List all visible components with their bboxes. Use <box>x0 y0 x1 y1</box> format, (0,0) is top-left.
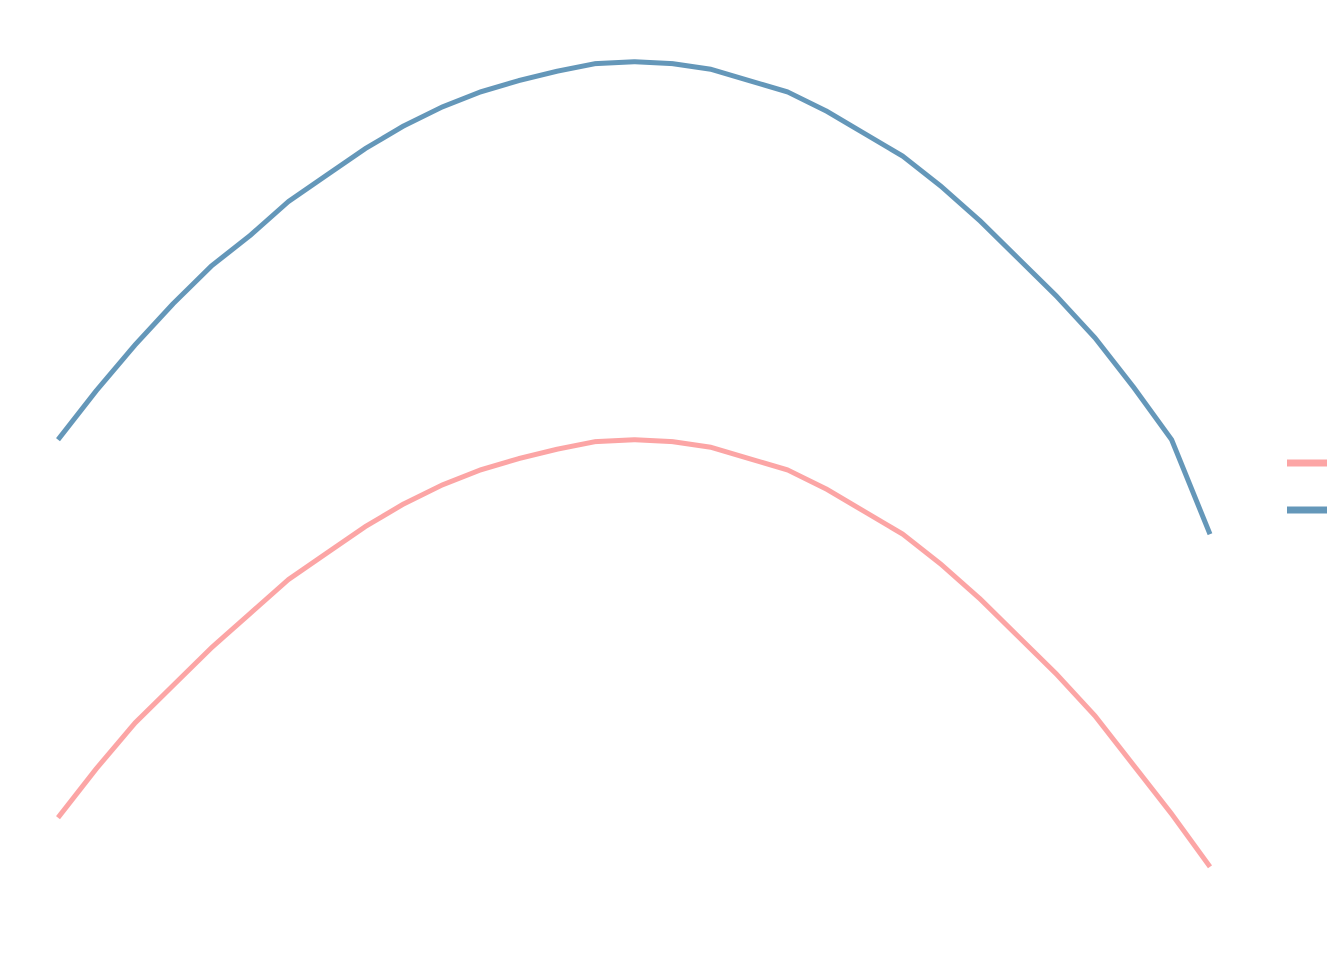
legend <box>1287 459 1327 514</box>
plot-area <box>56 59 1213 869</box>
series-line-1 <box>56 437 1213 869</box>
series-line-2 <box>56 59 1213 536</box>
